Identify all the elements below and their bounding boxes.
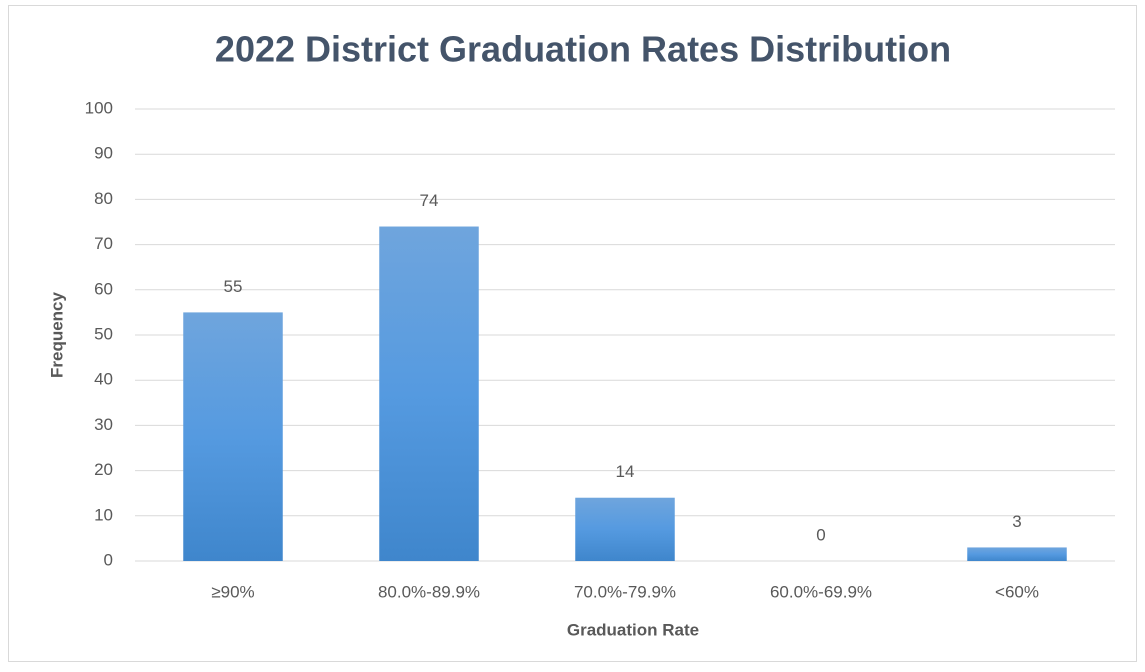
y-tick-label: 70: [94, 234, 113, 253]
x-tick-label: 80.0%-89.9%: [378, 582, 480, 601]
y-tick-label: 90: [94, 144, 113, 163]
y-tick-label: 40: [94, 370, 113, 389]
x-axis-label: Graduation Rate: [567, 620, 699, 639]
y-tick-label: 50: [94, 324, 113, 343]
data-label: 0: [816, 525, 825, 544]
y-axis-label: Frequency: [47, 291, 66, 378]
y-tick-label: 100: [85, 98, 113, 117]
x-tick-label: 70.0%-79.9%: [574, 582, 676, 601]
bar: [183, 312, 283, 561]
x-tick-label: <60%: [995, 582, 1039, 601]
data-label: 55: [224, 277, 243, 296]
y-tick-label: 0: [104, 550, 113, 569]
data-label: 14: [616, 462, 635, 481]
chart-border: [8, 5, 1137, 662]
y-tick-label: 60: [94, 279, 113, 298]
y-tick-label: 10: [94, 505, 113, 524]
bar: [379, 226, 479, 561]
y-tick-label: 20: [94, 460, 113, 479]
data-label: 3: [1012, 512, 1021, 531]
data-label: 74: [420, 191, 439, 210]
bar: [575, 497, 675, 561]
x-tick-label: ≥90%: [211, 582, 254, 601]
x-tick-label: 60.0%-69.9%: [770, 582, 872, 601]
y-tick-label: 30: [94, 415, 113, 434]
bar: [967, 547, 1067, 561]
chart-title: 2022 District Graduation Rates Distribut…: [215, 29, 951, 70]
y-tick-label: 80: [94, 189, 113, 208]
